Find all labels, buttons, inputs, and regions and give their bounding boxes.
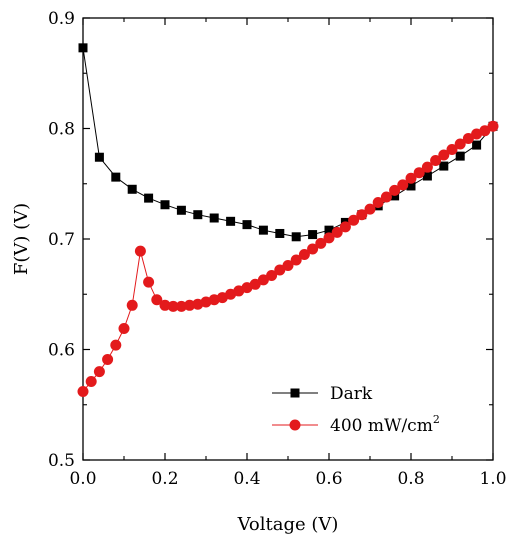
- series-dark-point: [144, 193, 154, 203]
- series-illuminated-point: [446, 143, 458, 155]
- series-dark-point: [390, 191, 400, 201]
- series-illuminated-point: [413, 167, 425, 179]
- series-illuminated-point: [167, 300, 179, 312]
- series-illuminated-point: [159, 299, 171, 311]
- y-tick-label: 0.9: [48, 9, 75, 29]
- series-illuminated-point: [421, 161, 433, 173]
- legend: Dark 400 mW/cm2: [272, 384, 440, 436]
- series-dark-point: [291, 232, 301, 242]
- series-dark-point: [94, 152, 104, 162]
- legend-dark-marker: [290, 388, 300, 398]
- y-tick-label: 0.8: [48, 120, 75, 140]
- series-illuminated-point: [143, 276, 155, 288]
- series-illuminated-point: [430, 155, 442, 167]
- legend-illuminated-label-text: 400 mW/cm: [330, 416, 433, 436]
- series-illuminated-point: [266, 269, 278, 281]
- series-illuminated-point: [151, 294, 163, 306]
- series-illuminated-point: [487, 120, 499, 132]
- series-illuminated-point: [438, 149, 450, 161]
- series-illuminated-point: [405, 172, 417, 184]
- series-illuminated-point: [184, 299, 196, 311]
- series-illuminated-point: [93, 366, 105, 378]
- series-dark-point: [258, 225, 268, 235]
- series-dark-point: [160, 200, 170, 210]
- series-illuminated-point: [462, 132, 474, 144]
- series-illuminated-point: [77, 385, 89, 397]
- x-tick-label: 0.8: [397, 469, 424, 489]
- series-illuminated-point: [331, 226, 343, 238]
- series-dark-point: [111, 172, 121, 182]
- series-illuminated-point: [134, 245, 146, 257]
- series-illuminated-point: [85, 376, 97, 388]
- series-illuminated-point: [364, 203, 376, 215]
- x-tick-label: 0.0: [69, 469, 96, 489]
- series-dark-point: [324, 225, 334, 235]
- series-illuminated-point: [290, 254, 302, 266]
- series-dark-point: [406, 181, 416, 191]
- series-illuminated-point: [307, 243, 319, 255]
- series-dark-point: [439, 161, 449, 171]
- series-dark-point: [308, 230, 318, 240]
- x-tick-label: 0.6: [315, 469, 342, 489]
- y-axis-title: F(V) (V): [11, 203, 32, 275]
- series-dark-line: [82, 47, 494, 238]
- series-illuminated-point: [118, 323, 130, 335]
- series-illuminated-point: [274, 264, 286, 276]
- legend-illuminated-marker: [289, 419, 301, 431]
- series-illuminated-point: [323, 232, 335, 244]
- series-dark-point: [78, 43, 88, 53]
- series-illuminated-point: [380, 191, 392, 203]
- legend-illuminated-label: 400 mW/cm2: [330, 413, 440, 436]
- series-dark-point: [242, 220, 252, 230]
- series-dark-point: [193, 210, 203, 220]
- series-dark-point: [275, 228, 285, 238]
- series-illuminated-point: [479, 125, 491, 137]
- series-dark-point: [472, 140, 482, 150]
- series-dark-point: [422, 171, 432, 181]
- series-illuminated-point: [372, 197, 384, 209]
- series-illuminated-point: [339, 221, 351, 233]
- series-dark-point: [127, 184, 137, 194]
- series-layer: [77, 43, 499, 397]
- legend-illuminated-label-superscript: 2: [433, 413, 440, 426]
- series-dark-point: [176, 205, 186, 215]
- series-illuminated-point: [175, 300, 187, 312]
- series-illuminated-point: [356, 209, 368, 221]
- series-illuminated-point: [126, 299, 138, 311]
- y-tick-label: 0.5: [48, 451, 75, 471]
- x-tick-label: 0.2: [151, 469, 178, 489]
- series-illuminated-point: [257, 274, 269, 286]
- series-illuminated-point: [110, 339, 122, 351]
- series-illuminated-point: [249, 278, 261, 290]
- plot-frame: [82, 17, 494, 461]
- x-tick-label: 0.4: [233, 469, 260, 489]
- series-illuminated-point: [315, 237, 327, 249]
- series-illuminated-point: [282, 260, 294, 272]
- y-tick-label: 0.7: [48, 230, 75, 250]
- legend-dark-label: Dark: [330, 384, 373, 404]
- series-illuminated-point: [454, 138, 466, 150]
- series-illuminated-point: [102, 353, 114, 365]
- y-tick-label: 0.6: [48, 341, 75, 361]
- y-axis-ticks: 0.5 0.6 0.7 0.8 0.9: [48, 9, 493, 471]
- series-illuminated-point: [298, 248, 310, 260]
- x-axis-ticks: 0.0 0.2 0.4 0.6 0.8 1.0: [69, 18, 507, 489]
- x-axis-title: Voltage (V): [237, 514, 339, 535]
- series-illuminated-point: [397, 179, 409, 191]
- series-dark-point: [209, 213, 219, 223]
- series-illuminated-point: [389, 184, 401, 196]
- series-dark-point: [226, 216, 236, 226]
- series-illuminated-point: [348, 214, 360, 226]
- x-tick-label: 1.0: [479, 469, 506, 489]
- series-dark-point: [455, 151, 465, 161]
